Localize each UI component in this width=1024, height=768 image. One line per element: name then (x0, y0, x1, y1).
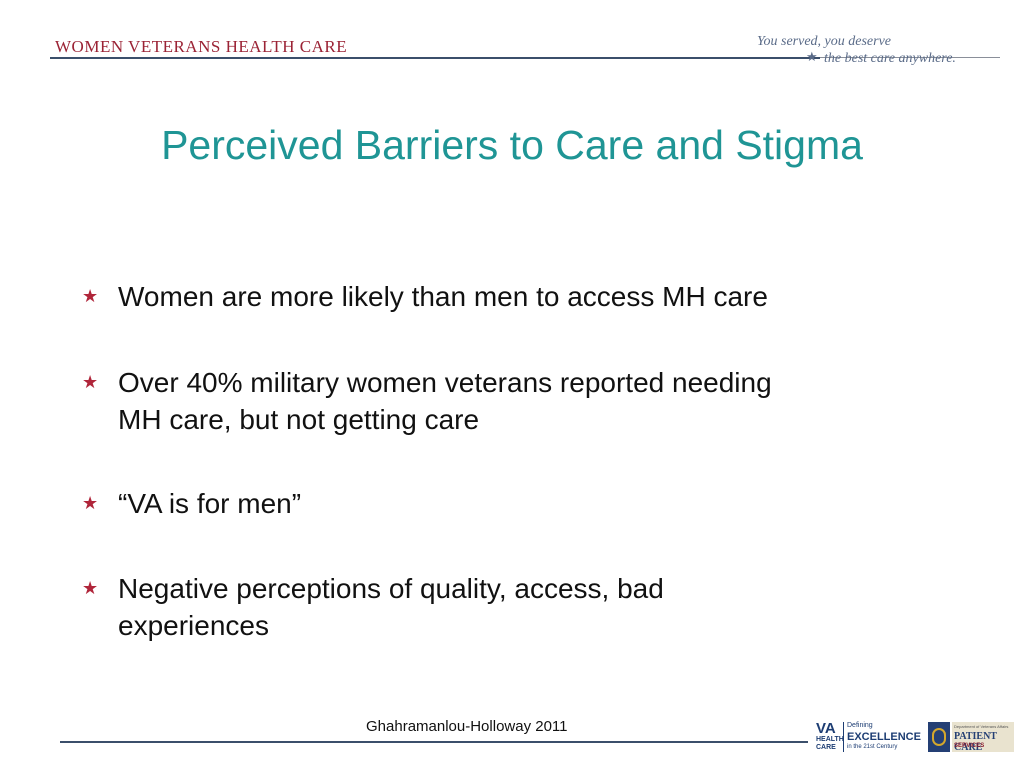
va-logo-century: in the 21st Century (847, 744, 898, 750)
bullet-item: ★ “VA is for men” (80, 485, 960, 522)
bullet-text: “VA is for men” (118, 488, 302, 519)
bullet-item: ★ Negative perceptions of quality, acces… (80, 570, 960, 644)
header-rule-thin (820, 57, 1000, 58)
bullet-item: ★ Women are more likely than men to acce… (80, 278, 960, 315)
bullet-item: ★ Over 40% military women veterans repor… (80, 364, 960, 438)
star-icon: ★ (82, 578, 99, 598)
slide-title: Perceived Barriers to Care and Stigma (161, 122, 863, 168)
tagline-line2: the best care anywhere. (824, 51, 956, 66)
va-logo-excellence: EXCELLENCE (847, 731, 921, 743)
header-brand: WOMEN VETERANS HEALTH CARE (55, 37, 348, 56)
bullet-text: Women are more likely than men to access… (118, 281, 768, 312)
star-icon: ★ (82, 493, 99, 513)
header-rule (50, 57, 820, 59)
va-logo-mark: VA (816, 720, 836, 737)
va-logo-sub: HEALTH CARE (816, 736, 844, 751)
bullet-text-line1: Over 40% military women veterans reporte… (118, 367, 772, 398)
bullet-list: ★ Women are more likely than men to acce… (80, 278, 960, 644)
footer-citation: Ghahramanlou-Holloway 2011 (366, 718, 568, 735)
footer-rule (60, 741, 808, 743)
star-icon: ★ (82, 286, 99, 306)
bullet-text-line1: Negative perceptions of quality, access,… (118, 573, 664, 604)
pcs-emblem-icon (928, 722, 950, 752)
star-icon: ★ (82, 372, 99, 392)
pcs-logo-dept: Department of Veterans Affairs (954, 724, 1009, 729)
va-logo-defining: Defining (847, 722, 873, 729)
bullet-text-line2: MH care, but not getting care (118, 404, 480, 435)
pcs-logo-services: SERVICES (954, 743, 985, 749)
bullet-text-line2: experiences (118, 610, 269, 641)
pcs-logo-title: PATIENT CARE (954, 731, 997, 753)
patient-care-services-logo: Department of Veterans Affairs PATIENT C… (928, 722, 1014, 753)
va-health-care-logo: VA HEALTH CARE Defining EXCELLENCE in th… (816, 721, 922, 753)
pcs-logo-box: Department of Veterans Affairs PATIENT C… (952, 722, 1014, 753)
tagline-line1: You served, you deserve (757, 34, 892, 49)
star-icon: ★ (806, 49, 818, 64)
va-logo-divider (843, 722, 844, 752)
pcs-emblem-ring (932, 728, 946, 746)
